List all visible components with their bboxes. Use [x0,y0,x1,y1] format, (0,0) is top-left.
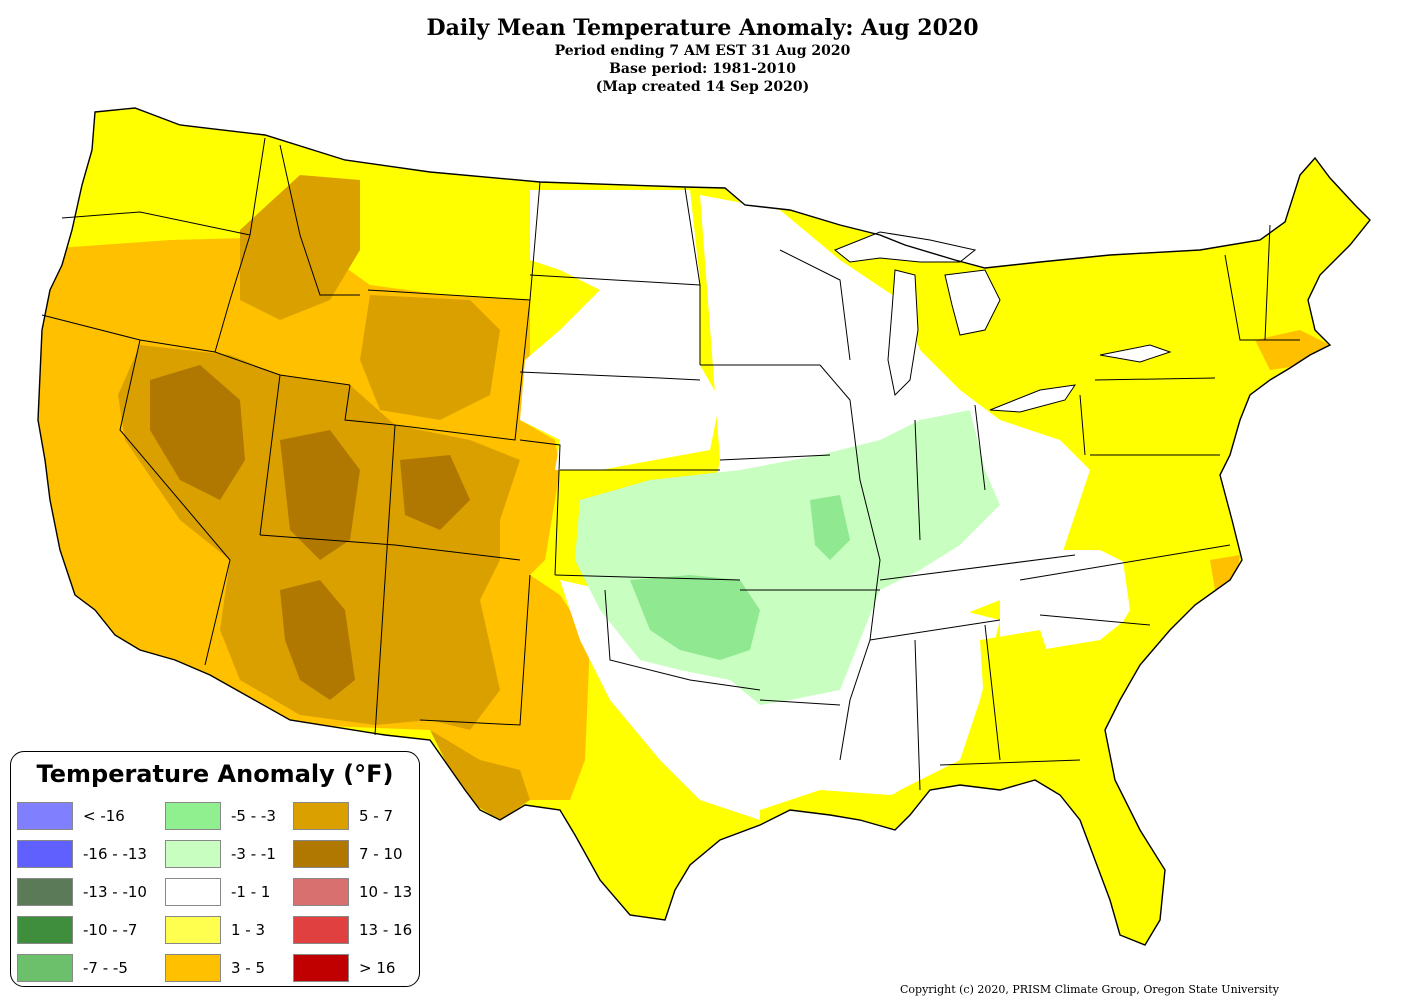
legend-label: 5 - 7 [359,807,394,825]
boundary-id-north [249,137,266,236]
legend-label: -5 - -3 [231,807,276,825]
legend-swatch [17,840,73,868]
boundary-in-oh [974,404,986,491]
anomaly-zone-northwest-1-3 [60,130,250,245]
boundary-wy [367,289,531,441]
boundary-ga-fl [939,759,1081,766]
anomaly-zone-utah-7-10 [280,430,360,560]
legend-swatch [293,802,349,830]
legend-title: Temperature Anomaly (°F) [36,760,394,788]
anomaly-zone-colorado-7-10 [400,455,470,530]
lake-huron [944,269,1001,336]
legend-label: < -16 [83,807,125,825]
legend-swatch [17,916,73,944]
legend-swatch [293,916,349,944]
map-subtitle-period: Period ending 7 AM EST 31 Aug 2020 [554,43,851,59]
boundary-ut-co-az-nm [259,534,521,561]
legend-label: 7 - 10 [359,845,403,863]
legend-swatch [17,878,73,906]
anomaly-zone-nc-coast-3-5 [1210,555,1240,590]
boundary-ut-wy [344,384,396,426]
anomaly-zone-southeast-neutral [1000,550,1150,650]
anomaly-zone-plains-neutral [520,190,720,470]
state-boundaries [41,137,1300,791]
legend-label: 10 - 13 [359,883,413,901]
anomaly-zone-wyoming-5-7 [360,295,500,420]
boundary-dakotas [529,274,701,286]
boundary-oh-pa [1079,394,1086,456]
boundary-ca-nv [119,339,231,666]
map-title: Daily Mean Temperature Anomaly: Aug 2020 [426,15,979,41]
legend-label: -13 - -10 [83,883,147,901]
legend-swatch [293,954,349,982]
legend-label: -16 - -13 [83,845,147,863]
legend: Temperature Anomaly (°F) < -16 -16 - -13… [10,751,420,987]
boundary-pa-ny [1094,377,1216,381]
anomaly-zone-nevada-7-10 [150,365,245,500]
lake-michigan [887,269,919,397]
lake-erie [989,384,1077,413]
boundary-il-in [914,419,921,541]
boundary-ar-la [759,699,841,706]
legend-label: 3 - 5 [231,959,266,977]
legend-swatch [165,954,221,982]
boundary-sd-ne [519,371,701,381]
map-subtitle-base: Base period: 1981-2010 [609,61,796,77]
boundary-al-ga [984,624,1001,761]
anomaly-zone-northeast-1-3 [1060,200,1360,520]
boundary-new-england [1224,254,1300,341]
anomaly-zone-missouri-cool-3-5 [810,495,850,560]
anomaly-zone-atlantic-coast-1-3 [1040,540,1240,940]
legend-swatch [17,802,73,830]
boundary-ky-tn [879,554,1076,581]
boundary-wi-mi [779,249,851,361]
boundary-mt-nd [529,181,541,301]
boundary-va-nc [1019,544,1231,581]
boundary-co-ut [374,424,396,736]
boundary-ks-ok [554,574,741,581]
legend-label: -1 - 1 [231,883,271,901]
anomaly-zone-arizona-7-10 [280,580,355,700]
boundary-mississippi-river [819,364,881,761]
legend-swatch [165,916,221,944]
copyright-notice: Copyright (c) 2020, PRISM Climate Group,… [900,983,1279,996]
boundary-nc-sc [1039,614,1151,626]
legend-swatch [293,840,349,868]
title-block: Daily Mean Temperature Anomaly: Aug 2020… [0,14,1405,96]
legend-label: -3 - -1 [231,845,276,863]
legend-label: -7 - -5 [83,959,128,977]
boundary-id-west [214,234,251,353]
boundary-co-east [519,439,561,576]
boundary-ok-tx [604,589,761,691]
legend-swatch [293,878,349,906]
legend-swatch [165,840,221,868]
anomaly-zone-texas-5-7 [430,730,530,820]
boundary-id-mt [279,144,360,296]
legend-label: 1 - 3 [231,921,266,939]
legend-swatch [165,802,221,830]
anomaly-zone-oklahoma-cool-3-5 [630,575,760,660]
boundary-wa-or [61,211,251,236]
boundary-tn-south [869,619,1001,641]
anomaly-zone-northern-rockies-5-7 [240,175,360,320]
legend-swatch [17,954,73,982]
anomaly-zone-georgia-1-3 [980,630,1060,770]
lake-ontario [1099,344,1172,363]
legend-swatch [165,878,221,906]
boundary-nv-ut [259,374,281,536]
legend-label: > 16 [359,959,396,977]
legend-label: 13 - 16 [359,921,413,939]
boundary-vt-nh [1264,224,1271,341]
boundary-ms-al [914,639,921,791]
map-subtitle-created: (Map created 14 Sep 2020) [595,79,810,95]
boundary-nm-tx [419,574,531,726]
boundary-ia-mo [719,454,831,461]
great-lakes [834,231,1172,413]
boundary-mn-east [684,187,701,365]
legend-label: -10 - -7 [83,921,138,939]
